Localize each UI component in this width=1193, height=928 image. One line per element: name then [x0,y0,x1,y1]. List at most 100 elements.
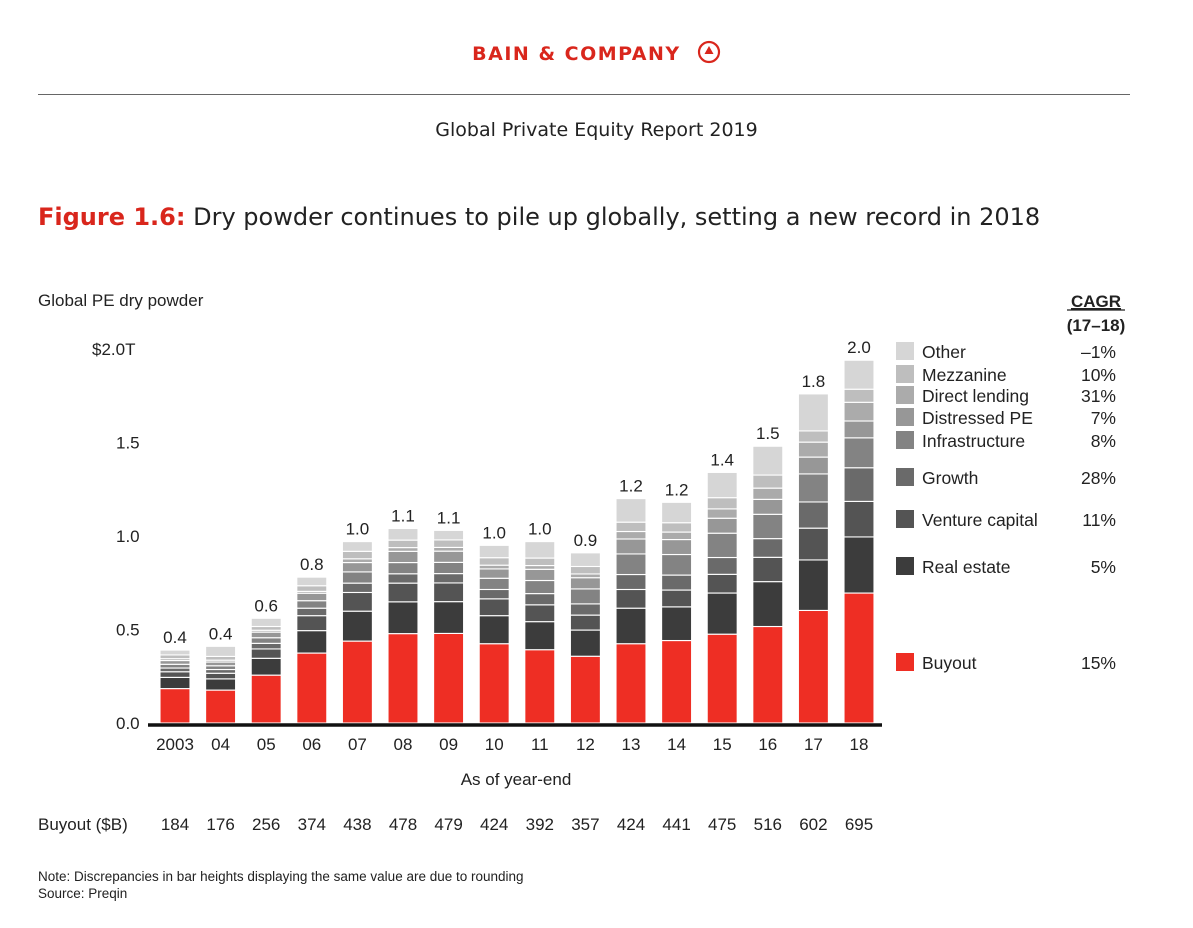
legend-cagr-venture-capital: 11% [1082,510,1116,530]
bar-12-growth [569,603,601,616]
buyout-value-04: 176 [206,815,234,834]
bar-14-direct-lending [661,531,693,541]
bar-04-buyout [205,689,237,724]
bar-14-growth [661,574,693,591]
bar-04-distressed-pe [205,661,237,667]
bar-18-direct-lending [843,401,875,422]
bar-14-real-estate [661,606,693,642]
y-tick-label-2: 1.0 [116,527,140,546]
bar-16-other [752,445,784,476]
bar-06-mezzanine [296,585,328,592]
bar-13-venture-capital [615,588,647,609]
legend-label-growth: Growth [922,468,978,488]
bar-18-real-estate [843,536,875,594]
bar-17-real-estate [797,559,829,611]
buyout-value-11: 392 [526,815,554,834]
bar-2003-growth [159,667,191,673]
legend-cagr-direct-lending: 31% [1081,386,1116,406]
bar-09-other [433,529,465,541]
bar-11-growth [524,593,556,606]
bar-10-buyout [478,643,510,724]
bar-15-real-estate [706,592,738,635]
bar-10-venture-capital [478,598,510,617]
bar-stacks: 0.4 0.4 0.6 0.8 1.0 1.1 1.1 1.0 1.0 0.9 1.2 1.2 1.4 1… [159,338,875,724]
bar-05-other [250,617,282,628]
legend-swatch-other [896,342,914,360]
bar-06-real-estate [296,630,328,654]
y-tick-label-1: 1.5 [116,434,140,453]
note-text: Note: Discrepancies in bar heights displ… [38,869,524,884]
x-tick-08: 08 [394,735,413,754]
legend-label-venture-capital: Venture capital [922,510,1038,530]
legend-swatch-distressed-pe [896,408,914,426]
brand-name: BAIN & COMPANY [472,43,681,65]
x-tick-07: 07 [348,735,367,754]
bar-08-buyout [387,633,419,724]
bar-12-distressed-pe [569,577,601,590]
x-tick-09: 09 [439,735,458,754]
bar-15-buyout [706,633,738,724]
bar-18-mezzanine [843,388,875,403]
bar-05-venture-capital [250,648,282,659]
source-text: Source: Preqin [38,886,128,901]
legend-cagr-growth: 28% [1081,468,1116,488]
bar-16-mezzanine [752,474,784,489]
x-axis-label: As of year-end [461,770,572,789]
legend: Other –1% Mezzanine 10% Direct lending 31% Dis… [896,342,1116,673]
bar-2003-other [159,649,191,656]
bar-16-buyout [752,625,784,724]
total-label-15: 1.4 [710,450,734,469]
bar-08-distressed-pe [387,550,419,564]
bar-14-other [661,501,693,524]
bar-05-buyout [250,674,282,724]
bar-11-direct-lending [524,564,556,570]
y-axis-ticks: $2.0T 1.5 1.0 0.5 0.0 [92,340,140,733]
bar-12-direct-lending [569,573,601,579]
legend-label-other: Other [922,342,966,362]
bar-09-venture-capital [433,582,465,603]
legend-cagr-mezzanine: 10% [1081,365,1116,385]
y-tick-label-4: 0.0 [116,714,140,733]
total-label-11: 1.0 [528,520,552,539]
total-label-17: 1.8 [802,372,826,391]
bar-11-infrastructure [524,579,556,595]
x-tick-13: 13 [622,735,641,754]
bar-09-growth [433,573,465,584]
total-label-05: 0.6 [254,596,278,615]
bar-05-mezzanine [250,625,282,631]
bar-13-growth [615,573,647,591]
bar-10-infrastructure [478,577,510,591]
bar-16-infrastructure [752,513,784,540]
bar-17-infrastructure [797,473,829,503]
bar-15-growth [706,556,738,575]
bar-13-distressed-pe [615,538,647,555]
bar-06-growth [296,607,328,617]
x-tick-17: 17 [804,735,823,754]
y-tick-label-0: $2.0T [92,340,135,359]
bar-09-distressed-pe [433,550,465,563]
bar-08-other [387,527,419,541]
bar-16-real-estate [752,581,784,628]
bar-07-infrastructure [341,571,373,584]
total-label-2003: 0.4 [163,628,187,647]
buyout-value-05: 256 [252,815,280,834]
legend-swatch-mezzanine [896,365,914,383]
legend-cagr-real-estate: 5% [1091,557,1116,577]
bar-09-infrastructure [433,561,465,575]
bar-13-mezzanine [615,521,647,533]
bar-08-real-estate [387,601,419,635]
buyout-row-label: Buyout ($B) [38,815,128,834]
buyout-value-06: 374 [298,815,326,834]
bar-17-distressed-pe [797,456,829,475]
bar-08-direct-lending [387,547,419,552]
total-label-14: 1.2 [665,480,689,499]
chart-title: Global PE dry powder [38,291,204,310]
total-label-09: 1.1 [437,508,461,527]
bar-14-venture-capital [661,589,693,608]
brand-header: BAIN & COMPANY [0,40,1193,65]
bar-13-other [615,498,647,523]
total-label-18: 2.0 [847,338,871,357]
x-tick-06: 06 [302,735,321,754]
bar-18-venture-capital [843,500,875,538]
bar-15-direct-lending [706,508,738,519]
